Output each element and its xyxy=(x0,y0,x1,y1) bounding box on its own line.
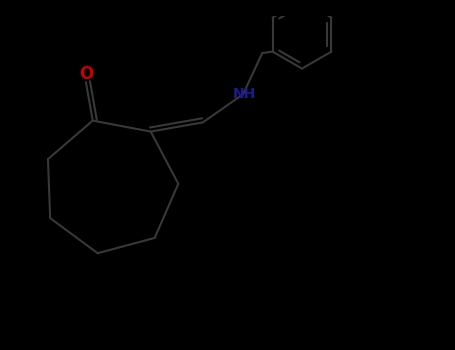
Text: O: O xyxy=(79,65,93,83)
Text: NH: NH xyxy=(233,87,256,101)
